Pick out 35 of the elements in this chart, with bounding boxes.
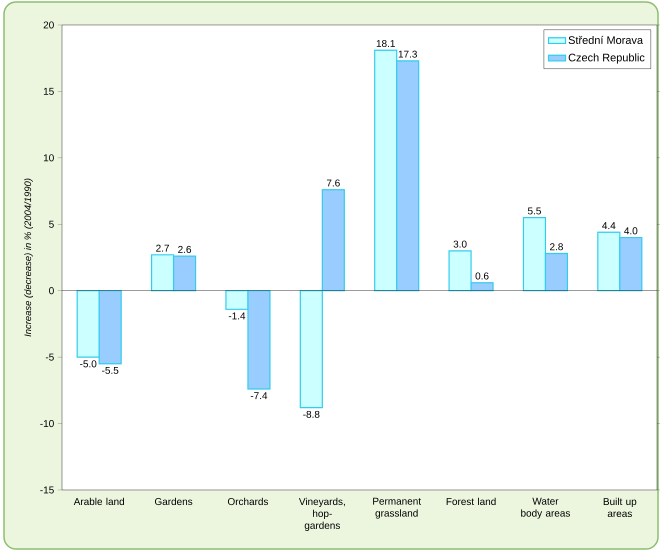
- data-label: 0.6: [476, 272, 489, 280]
- y-axis-title: Increase (decrease) in % (2004/1990): [24, 178, 33, 337]
- data-label: 2.7: [156, 244, 169, 252]
- data-label: 4.4: [602, 222, 616, 230]
- y-tick-label: -15: [40, 486, 54, 494]
- x-tick-label: Arable land: [74, 498, 124, 506]
- x-tick-label: Built up areas: [604, 498, 636, 518]
- data-label: -8.8: [303, 410, 320, 418]
- x-tick-label: Forest land: [446, 498, 496, 506]
- data-label: -5.5: [102, 366, 118, 374]
- data-label: 5.5: [528, 207, 541, 214]
- y-tick-label: -10: [40, 420, 54, 428]
- data-label: 2.6: [178, 246, 192, 253]
- y-tick-label: -5: [46, 354, 54, 361]
- x-tick-label: Vineyards, hop-gardens: [298, 498, 345, 531]
- legend-label: Czech Republic: [568, 53, 645, 64]
- y-tick-label: 5: [49, 220, 54, 228]
- y-tick-label: 0: [49, 287, 54, 294]
- data-label: 2.8: [550, 243, 563, 250]
- data-label: 4.0: [624, 227, 638, 234]
- x-tick-label: Water body areas: [521, 498, 570, 519]
- y-tick-label: 15: [44, 88, 54, 95]
- data-label: 18.1: [376, 40, 395, 48]
- x-tick-label: Permanent grassland: [373, 498, 421, 519]
- data-label: 17.3: [398, 50, 417, 58]
- data-label: -1.4: [228, 312, 246, 320]
- data-label: 7.6: [326, 179, 340, 187]
- data-label: 3.0: [454, 240, 467, 248]
- data-label: -7.4: [250, 392, 268, 400]
- y-tick-label: 20: [44, 21, 54, 29]
- x-tick-label: Orchards: [228, 498, 268, 506]
- y-tick-label: 10: [44, 154, 54, 162]
- legend-label: Střední Morava: [568, 36, 644, 44]
- x-tick-label: Gardens: [154, 498, 192, 506]
- data-label: -5.0: [80, 360, 96, 368]
